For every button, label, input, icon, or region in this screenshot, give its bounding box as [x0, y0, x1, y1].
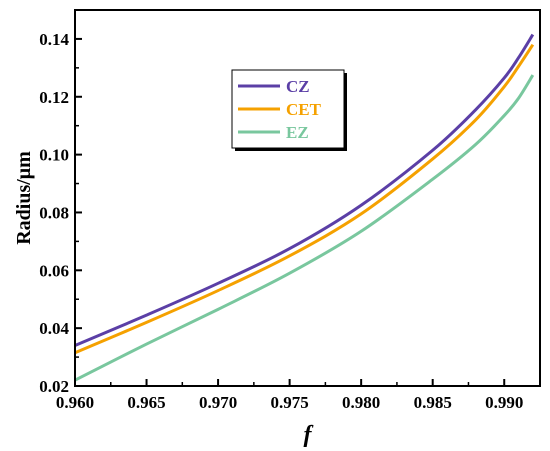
- x-tick-label: 0.985: [414, 393, 452, 412]
- series-line-cz: [75, 33, 535, 347]
- x-tick-label: 0.960: [56, 393, 94, 412]
- series-line-cet: [75, 43, 535, 355]
- y-tick-label: 0.06: [39, 261, 69, 280]
- y-axis-title: Radius/μm: [13, 151, 35, 245]
- x-tick-label: 0.970: [199, 393, 237, 412]
- y-tick-label: 0.14: [39, 30, 69, 49]
- legend-label-cz: CZ: [286, 77, 310, 96]
- x-axis-title: f: [304, 422, 314, 448]
- legend-box: [231, 69, 345, 149]
- y-tick-label: 0.12: [39, 88, 69, 107]
- y-tick-label: 0.10: [39, 146, 69, 165]
- y-tick-label: 0.02: [39, 377, 69, 396]
- x-tick-label: 0.990: [485, 393, 523, 412]
- y-tick-label: 0.08: [39, 203, 69, 222]
- series-line-ez: [75, 74, 535, 382]
- plot-layer: 0.960 0.965 0.970 0.975 0.980 0.985 0.990 0.02 0…: [13, 9, 541, 448]
- legend-label-cet: CET: [286, 100, 322, 119]
- legend-label-ez: EZ: [286, 123, 309, 142]
- y-tick-label: 0.04: [39, 319, 69, 338]
- x-tick-label: 0.965: [127, 393, 165, 412]
- x-tick-label: 0.975: [270, 393, 308, 412]
- x-tick-label: 0.980: [342, 393, 380, 412]
- plot-frame: [74, 9, 541, 387]
